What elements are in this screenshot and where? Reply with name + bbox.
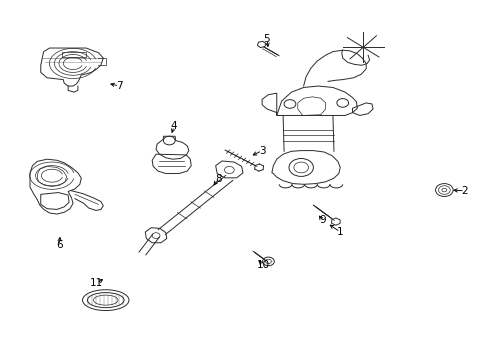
Text: 5: 5 [264,35,270,44]
Text: 8: 8 [215,174,221,184]
Text: 3: 3 [259,145,266,156]
Text: 10: 10 [257,260,270,270]
Text: 11: 11 [90,278,103,288]
Text: 9: 9 [319,215,325,225]
Text: 1: 1 [337,227,343,237]
Text: 4: 4 [171,121,177,131]
Text: 7: 7 [116,81,122,91]
Text: 2: 2 [462,186,468,196]
Text: 6: 6 [56,240,63,250]
